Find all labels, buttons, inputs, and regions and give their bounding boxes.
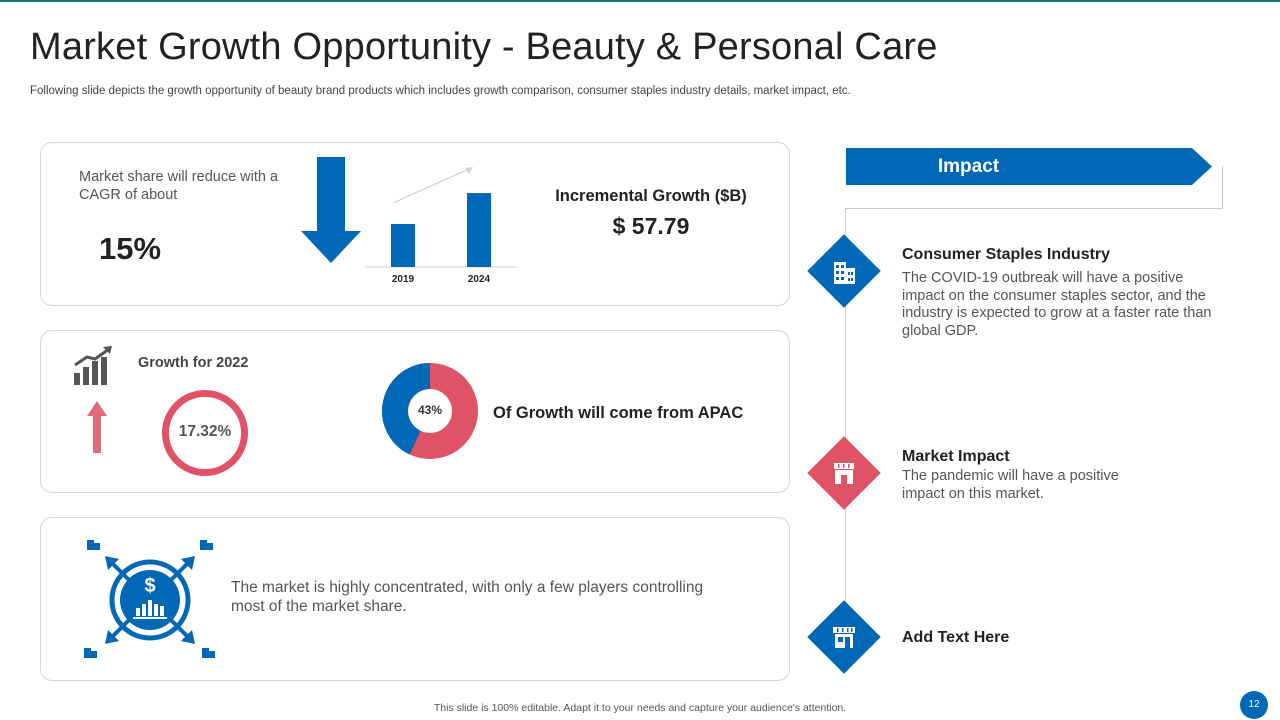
impact-item-1-title: Consumer Staples Industry bbox=[902, 246, 1111, 263]
timeline-line bbox=[845, 209, 846, 639]
impact-item-1-body: The COVID-19 outbreak will have a positi… bbox=[902, 270, 1212, 339]
growth-value: 17.32% bbox=[178, 423, 232, 440]
market-share-card: Market share will reduce with a CAGR of … bbox=[40, 142, 790, 306]
growth-card: Growth for 2022 17.32% 43% Of Growth wil… bbox=[40, 330, 790, 493]
donut-apac-slice bbox=[382, 363, 431, 455]
growth-ring bbox=[162, 390, 248, 476]
up-arrow-icon bbox=[87, 401, 107, 453]
impact-banner bbox=[846, 148, 1212, 185]
share-text: Market share will reduce with a CAGR of … bbox=[79, 169, 279, 203]
trend-arrow-head bbox=[465, 167, 473, 174]
page-title: Market Growth Opportunity - Beauty & Per… bbox=[30, 26, 938, 68]
trend-arrow-line bbox=[392, 168, 470, 204]
page-number: 12 bbox=[1240, 691, 1268, 719]
store-icon bbox=[807, 436, 881, 510]
apac-text: Of Growth will come from APAC bbox=[493, 404, 744, 422]
tick-label-2019: 2019 bbox=[392, 274, 415, 285]
impact-item-2-body: The pandemic will have a positive impact… bbox=[902, 468, 1119, 502]
top-accent-line bbox=[0, 0, 1280, 2]
share-value: 15% bbox=[99, 231, 162, 266]
growth-bar-chart: 2019 2024 bbox=[365, 167, 517, 285]
impact-frame bbox=[845, 166, 1223, 209]
bar-2019 bbox=[391, 224, 415, 267]
impact-item-2-title: Market Impact bbox=[902, 448, 1010, 465]
down-arrow-icon bbox=[301, 157, 361, 263]
incremental-label: Incremental Growth ($B) bbox=[555, 187, 747, 205]
growth-chart-icon bbox=[74, 346, 112, 385]
impact-banner-label: Impact bbox=[937, 156, 1000, 177]
apac-percent: 43% bbox=[417, 403, 443, 417]
page-subtitle: Following slide depicts the growth oppor… bbox=[30, 85, 851, 97]
apac-donut-chart bbox=[382, 363, 478, 459]
building-icon bbox=[807, 234, 881, 308]
bar-2024 bbox=[467, 193, 491, 267]
concentration-card: $ The market is highly concentrated, wit… bbox=[40, 517, 790, 681]
shop-icon bbox=[807, 600, 881, 674]
svg-text:$: $ bbox=[144, 575, 155, 597]
impact-item-3-title: Add Text Here bbox=[902, 629, 1010, 646]
concentration-text: The market is highly concentrated, with … bbox=[231, 579, 704, 615]
market-concentration-icon: $ bbox=[84, 540, 215, 658]
growth-label: Growth for 2022 bbox=[138, 355, 249, 371]
footer-note: This slide is 100% editable. Adapt it to… bbox=[433, 702, 847, 714]
tick-label-2024: 2024 bbox=[468, 274, 491, 285]
incremental-value: $ 57.79 bbox=[612, 213, 690, 239]
